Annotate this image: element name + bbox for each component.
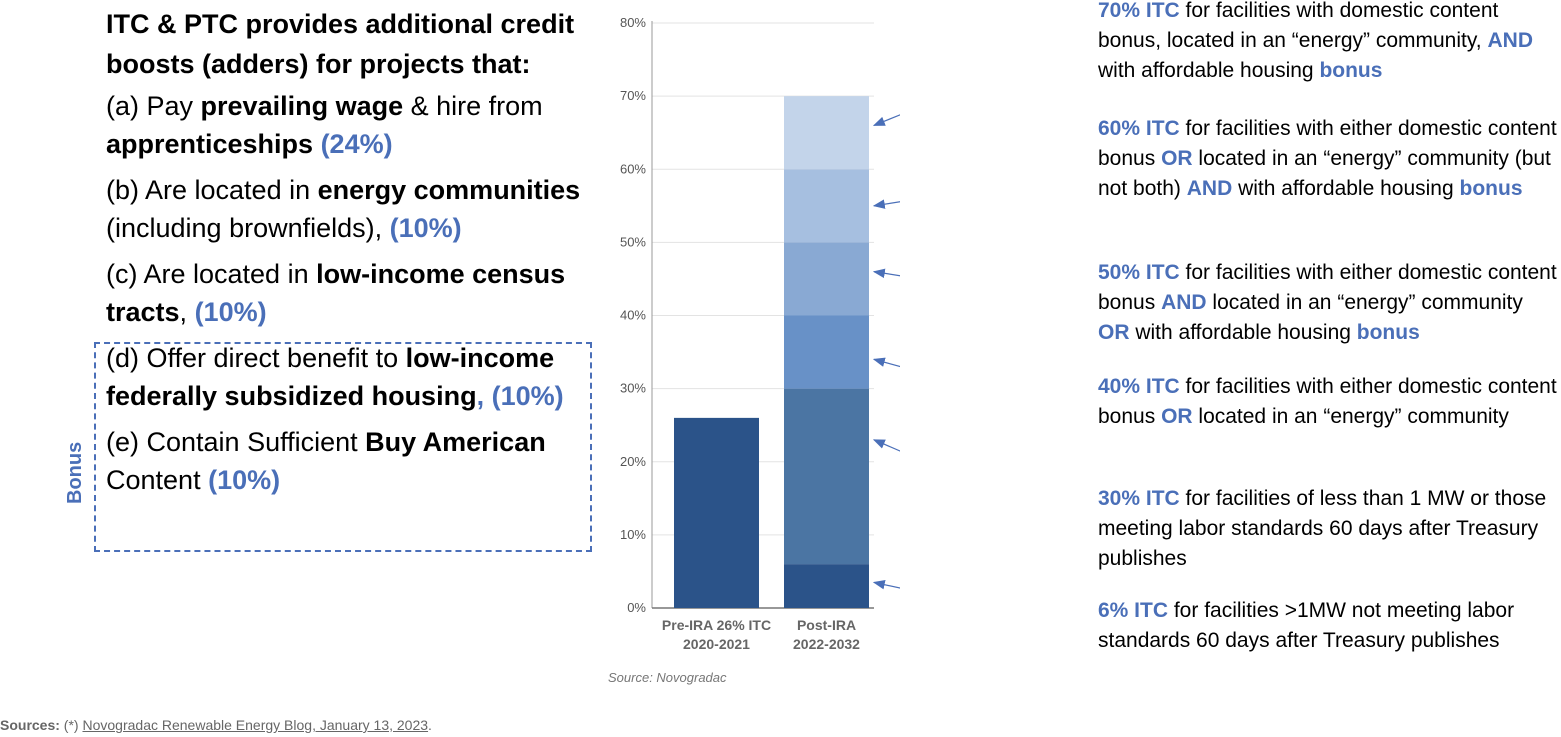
annotation-text: located in an “energy” community — [1192, 405, 1509, 428]
bar-segment — [784, 315, 869, 389]
bar-segment — [784, 564, 869, 608]
annotation-text: bonus — [1459, 177, 1523, 200]
adder-text: energy communities — [317, 175, 581, 205]
adder-item-d: (d) Offer direct benefit to low-income f… — [106, 340, 586, 415]
annotation-text: bonus — [1319, 59, 1383, 82]
chart-source-note: Source: Novogradac — [608, 670, 727, 685]
annotation-text: with affordable housing — [1129, 321, 1357, 344]
adder-percent: (10%) — [208, 464, 281, 495]
annotation-arrow — [872, 199, 900, 209]
adder-text: , — [179, 296, 195, 327]
annotation-text: OR — [1161, 147, 1193, 170]
adder-text: (including brownfields), — [106, 212, 390, 243]
adder-text: (c) Are located in — [106, 259, 317, 289]
adder-item-c: (c) Are located in low-income census tra… — [106, 256, 586, 331]
x-category-label: Pre-IRA 26% ITC — [662, 617, 771, 633]
adders-panel: ITC & PTC provides additional credit boo… — [106, 4, 586, 508]
bar-segment — [784, 388, 869, 565]
adders-heading: ITC & PTC provides additional credit boo… — [106, 9, 575, 79]
bonus-group-box — [94, 342, 592, 552]
adder-item-e: (e) Contain Sufficient Buy American Cont… — [106, 424, 586, 499]
annotation-key: 70% ITC — [1098, 0, 1180, 22]
adders-list: (a) Pay prevailing wage & hire from appr… — [106, 88, 586, 499]
adder-item-b: (b) Are located in energy communities (i… — [106, 172, 586, 247]
adder-text: Content — [106, 464, 209, 495]
annotation-text: located in an “energy” community (but no… — [1098, 147, 1551, 200]
annotation-text: for facilities with either domestic cont… — [1098, 261, 1557, 314]
y-tick-label: 20% — [620, 454, 646, 469]
annotation-arrow — [872, 357, 900, 368]
annotation-text: for facilities with domestic content bon… — [1098, 0, 1499, 52]
y-tick-label: 50% — [620, 234, 646, 249]
annotation-itc-level: 6% ITC for facilities >1MW not meeting l… — [1098, 596, 1558, 656]
annotation-text: for facilities with either domestic cont… — [1098, 375, 1557, 428]
annotation-text: for facilities of less than 1 MW or thos… — [1098, 487, 1547, 570]
annotation-itc-level: 40% ITC for facilities with either domes… — [1098, 372, 1558, 432]
annotation-key: 50% ITC — [1098, 261, 1180, 284]
annotation-itc-level: 70% ITC for facilities with domestic con… — [1098, 0, 1558, 86]
annotation-itc-level: 50% ITC for facilities with either domes… — [1098, 258, 1558, 348]
annotation-text: located in an “energy” community — [1206, 291, 1523, 314]
annotation-text: with affordable housing — [1232, 177, 1460, 200]
annotation-itc-level: 30% ITC for facilities of less than 1 MW… — [1098, 484, 1558, 574]
sources-footer: Sources: (*) Novogradac Renewable Energy… — [0, 717, 432, 733]
adder-percent: , (10%) — [476, 380, 564, 411]
annotation-arrow — [872, 439, 900, 452]
y-tick-label: 60% — [620, 161, 646, 176]
annotation-text: AND — [1186, 177, 1233, 200]
adder-text: apprenticeships — [106, 128, 314, 159]
adder-text: (d) Offer direct benefit to — [106, 343, 406, 373]
itc-stacked-bar-chart: 0% 10% 20% 30% 40% 50% 60% 70% 80% Pre-IRA 26% IT… — [620, 15, 900, 652]
bar-segment — [784, 242, 869, 316]
bar-segment — [784, 169, 869, 243]
sources-link[interactable]: Novogradac Renewable Energy Blog, Januar… — [82, 717, 429, 733]
y-tick-label: 70% — [620, 88, 646, 103]
sources-label: Sources: — [0, 717, 60, 733]
annotation-text: bonus — [1356, 321, 1420, 344]
sources-suffix: . — [428, 717, 432, 733]
adder-percent: (24%) — [313, 128, 393, 159]
adder-text: (b) Are located in — [106, 175, 318, 205]
annotation-arrow — [872, 114, 900, 126]
adder-text: & hire from — [403, 91, 543, 121]
y-tick-label: 10% — [620, 527, 646, 542]
adder-percent: (10%) — [194, 296, 267, 327]
adder-text: low-income census tracts — [106, 259, 566, 327]
adder-text: Buy American — [365, 427, 546, 457]
sources-prefix: (*) — [59, 717, 83, 733]
annotation-text: with affordable housing — [1098, 59, 1320, 82]
adder-text: prevailing wage — [200, 91, 404, 121]
x-category-label: 2020-2021 — [683, 636, 750, 652]
annotation-arrow — [872, 579, 900, 590]
y-tick-label: 30% — [620, 381, 646, 396]
adder-item-a: (a) Pay prevailing wage & hire from appr… — [106, 88, 586, 163]
annotation-key: 6% ITC — [1098, 599, 1169, 622]
annotation-key: 60% ITC — [1098, 117, 1180, 140]
y-tick-label: 40% — [620, 308, 646, 323]
bar-segment — [784, 96, 869, 170]
annotation-itc-level: 60% ITC for facilities with either domes… — [1098, 114, 1558, 204]
x-category-label: Post-IRA — [797, 617, 856, 633]
y-tick-label: 80% — [620, 15, 646, 30]
annotation-key: 30% ITC — [1098, 487, 1180, 510]
adder-text: low-income federally subsidized housing — [106, 343, 555, 411]
adder-percent: (10%) — [389, 212, 462, 243]
annotation-text: OR — [1161, 405, 1193, 428]
annotation-text: OR — [1098, 321, 1130, 344]
bar-segment — [674, 417, 759, 608]
x-category-label: 2022-2032 — [793, 636, 860, 652]
annotation-key: 40% ITC — [1098, 375, 1180, 398]
annotation-arrow — [872, 268, 900, 279]
annotation-text: AND — [1161, 291, 1207, 314]
annotation-text: AND — [1487, 29, 1533, 52]
annotation-text: for facilities >1MW not meeting labor st… — [1098, 599, 1515, 652]
adder-text: (e) Contain Sufficient — [106, 427, 366, 457]
adder-text: (a) Pay — [106, 91, 201, 121]
annotation-text: for facilities with either domestic cont… — [1098, 117, 1557, 170]
y-tick-label: 0% — [627, 600, 646, 615]
